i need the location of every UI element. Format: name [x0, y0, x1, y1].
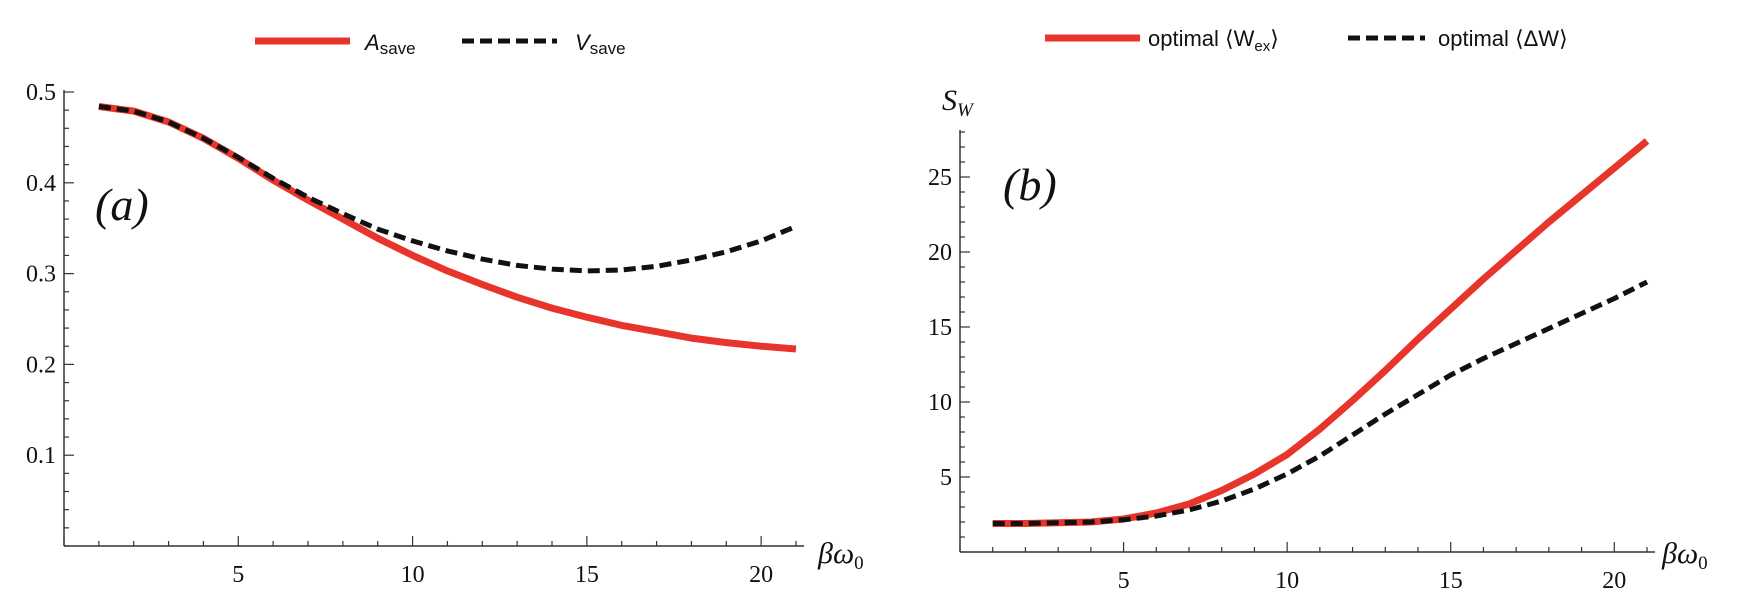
x-tick-label: 20 [749, 562, 773, 588]
x-tick-label: 5 [1118, 568, 1130, 594]
series-line-solid [992, 138, 1650, 527]
y-tick-label: 0.2 [26, 352, 56, 378]
y-tick-label: 0.1 [26, 443, 56, 469]
y-tick-label: 0.5 [26, 80, 56, 106]
chart-panel-a: Asave Vsave (a) βω0 5 10 15 20 0.1 0.2 0.3 0.4 0… [26, 30, 864, 588]
legend-a: Asave Vsave [255, 30, 626, 58]
x-axis-title-b: βω0 [1661, 537, 1708, 574]
legend-a-label-1: Asave [363, 30, 416, 58]
y-tick-label: 0.3 [26, 262, 56, 288]
legend-b: optimal ⟨Wex⟩ optimal ⟨ΔW⟩ [1045, 26, 1568, 55]
series-line-dashed [98, 104, 797, 274]
x-tick-label: 10 [1275, 568, 1299, 594]
axes-0: 5 10 15 20 0.1 0.2 0.3 0.4 0.5 [26, 80, 804, 588]
y-tick-label: 20 [928, 240, 952, 266]
y-tick-label: 10 [928, 390, 952, 416]
legend-a-label-2: Vsave [575, 30, 626, 58]
y-tick-label: 15 [928, 315, 952, 341]
y-tick-label: 0.4 [26, 171, 56, 197]
x-tick-label: 10 [401, 562, 425, 588]
legend-b-label-2: optimal ⟨ΔW⟩ [1438, 26, 1568, 51]
x-tick-label: 5 [232, 562, 244, 588]
panel-label-a: (a) [95, 179, 149, 230]
y-tick-label: 5 [940, 465, 952, 491]
axes-1: 5 10 15 20 5 10 15 20 25 [928, 130, 1655, 594]
panel-label-b: (b) [1003, 159, 1057, 210]
series-line-dashed [992, 279, 1649, 526]
y-axis-title-b: SW [942, 84, 975, 121]
y-tick-label: 25 [928, 165, 952, 191]
x-tick-label: 20 [1602, 568, 1626, 594]
chart-panel-b: optimal ⟨Wex⟩ optimal ⟨ΔW⟩ SW (b) βω0 5 1… [928, 26, 1708, 594]
x-axis-title-a: βω0 [817, 537, 864, 574]
legend-b-label-1: optimal ⟨Wex⟩ [1148, 26, 1279, 55]
series-line-solid [98, 103, 797, 353]
x-tick-label: 15 [1439, 568, 1463, 594]
x-tick-label: 15 [575, 562, 599, 588]
